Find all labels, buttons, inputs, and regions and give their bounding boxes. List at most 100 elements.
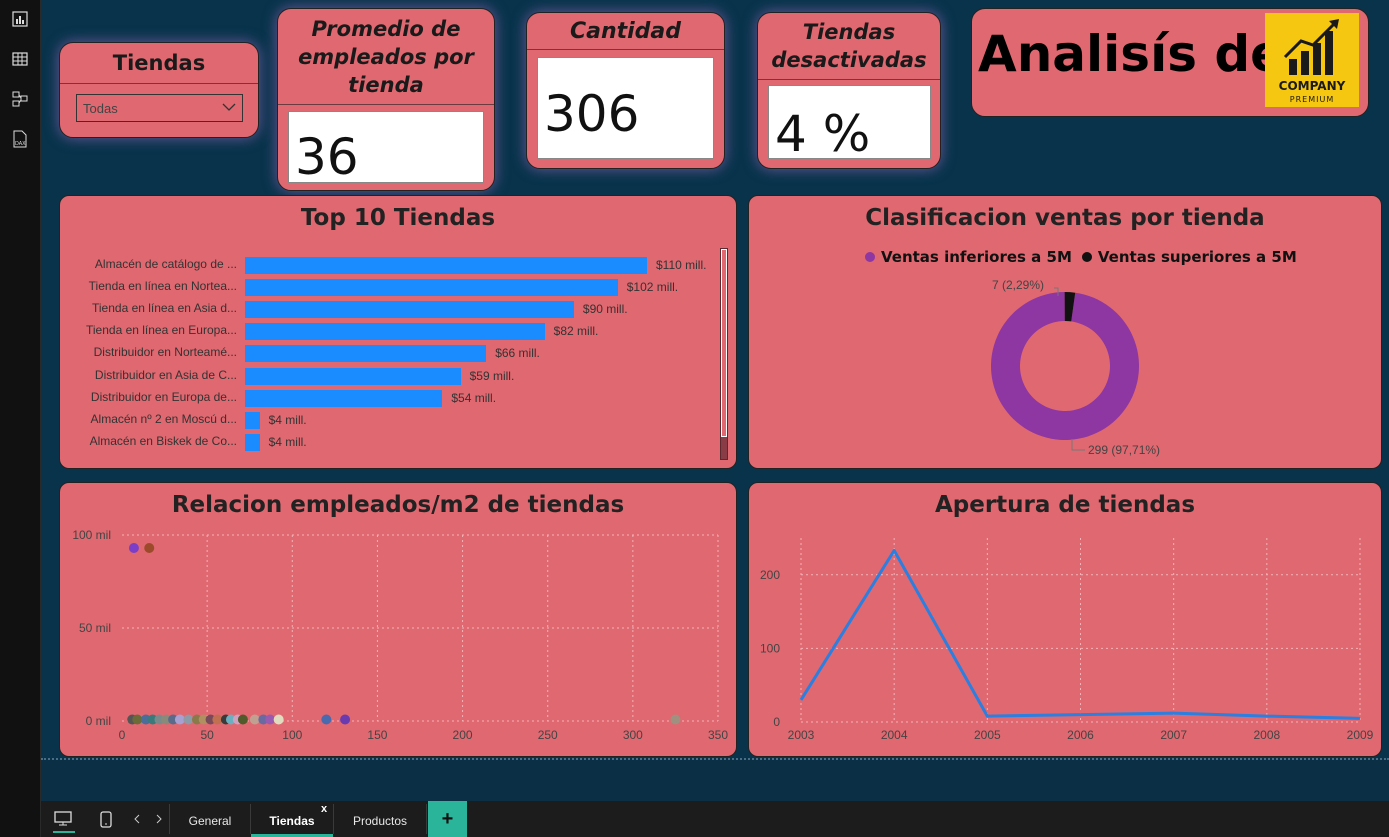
avg-employees-value: 36 — [288, 111, 484, 183]
header-card: Analisís de COMPANY PREMIUM — [971, 8, 1369, 117]
bar-label: Distribuidor en Norteamé... — [93, 345, 237, 360]
desktop-active-indicator — [53, 831, 75, 833]
y-tick-label: 0 mil — [86, 714, 111, 728]
page-tabs-bar: General Tiendas x Productos + — [41, 801, 1389, 837]
bar-value-label: $4 mill. — [268, 412, 307, 427]
bar[interactable] — [245, 279, 618, 297]
x-tick-label: 300 — [623, 728, 643, 742]
bar-value-label: $102 mill. — [626, 280, 679, 295]
bar[interactable] — [245, 345, 487, 363]
mobile-layout-icon[interactable] — [96, 801, 116, 837]
dax-query-icon[interactable]: DAX — [10, 129, 30, 149]
sales-classification-chart[interactable]: Clasificacion ventas por tienda Ventas i… — [748, 195, 1382, 469]
line-title: Apertura de tiendas — [934, 492, 1196, 518]
employees-area-scatter[interactable]: Relacion empleados/m2 de tiendas 0 50 100 1… — [59, 482, 737, 757]
x-tick-label: 0 — [119, 728, 126, 742]
report-view-icon[interactable] — [10, 9, 30, 29]
donut-slice-high[interactable] — [1064, 292, 1076, 322]
legend-dot-low — [865, 252, 875, 262]
scatter-point[interactable] — [670, 714, 681, 725]
legend-high: Ventas superiores a 5M — [1097, 248, 1297, 266]
view-rail: DAX — [0, 0, 41, 837]
bar[interactable] — [245, 301, 574, 319]
inactive-stores-title: Tiendas desactivadas — [771, 20, 927, 72]
y-tick-label: 50 mil — [79, 621, 111, 635]
store-filter-card: Tiendas Todas — [59, 42, 259, 138]
top10-scrollbar[interactable] — [720, 248, 728, 460]
scatter-point[interactable] — [237, 714, 248, 725]
bar-label: Almacén nº 2 en Moscú d... — [90, 411, 237, 426]
bar[interactable] — [245, 257, 647, 274]
donut-label-high: 7 (2,29%) — [992, 278, 1044, 292]
scatter-point[interactable] — [340, 714, 351, 725]
donut-slice-low[interactable] — [991, 292, 1139, 440]
scatter-point[interactable] — [212, 714, 223, 725]
store-count-title: Cantidad — [569, 19, 682, 44]
store-count-value: 306 — [537, 57, 714, 159]
bar-value-label: $110 mill. — [656, 258, 707, 272]
top10-stores-chart[interactable]: Top 10 Tiendas Almacén de catálogo de ..… — [59, 195, 737, 469]
scatter-point[interactable] — [128, 543, 139, 554]
bar[interactable] — [245, 433, 260, 451]
add-page-button[interactable]: + — [428, 801, 467, 837]
bar[interactable] — [245, 323, 545, 341]
x-tick-label: 2006 — [1067, 728, 1094, 742]
y-tick-label: 0 — [773, 715, 780, 729]
bar-label: Tienda en línea en Nortea... — [88, 279, 237, 294]
x-tick-label: 350 — [708, 728, 728, 742]
scatter-point[interactable] — [265, 714, 276, 725]
store-filter-title: Tiendas — [112, 51, 206, 75]
scatter-point[interactable] — [174, 714, 185, 725]
x-tick-label: 2003 — [788, 728, 815, 742]
scatter-point[interactable] — [249, 714, 260, 725]
donut-leader-high — [1054, 287, 1059, 296]
table-view-icon[interactable] — [10, 49, 30, 69]
x-tick-label: 200 — [453, 728, 473, 742]
desktop-layout-icon[interactable] — [49, 801, 77, 837]
model-view-icon[interactable] — [10, 89, 30, 109]
scatter-point[interactable] — [132, 714, 143, 725]
donut-legend: Ventas inferiores a 5M Ventas superiores… — [865, 248, 1297, 266]
bar-label: Almacén en Biskek de Co... — [89, 433, 237, 448]
svg-text:DAX: DAX — [15, 141, 26, 147]
donut-leader-low — [1071, 439, 1085, 451]
store-filter-dropdown[interactable]: Todas — [76, 94, 243, 122]
donut-plot: 7 (2,29%) 299 (97,71%) — [991, 278, 1160, 457]
tab-general[interactable]: General — [188, 814, 232, 828]
bar[interactable] — [245, 367, 461, 385]
inactive-stores-card: Tiendas desactivadas 4 % — [757, 12, 941, 169]
tab-productos[interactable]: Productos — [352, 814, 408, 828]
logo-text: COMPANY — [1278, 79, 1346, 93]
line-series[interactable] — [799, 549, 1361, 720]
bar-value-label: $54 mill. — [451, 390, 497, 405]
y-tick-label: 100 — [760, 641, 780, 655]
x-tick-label: 2004 — [881, 728, 908, 742]
x-tick-label: 2009 — [1347, 728, 1374, 742]
scatter-title: Relacion empleados/m2 de tiendas — [171, 492, 625, 518]
bar[interactable] — [245, 411, 260, 429]
store-filter-value: Todas — [83, 100, 118, 116]
scatter-plot: 0 50 100 150 200 250 300 350 100 mil 50 mil 0 mil — [72, 528, 728, 742]
bar-value-label: $90 mill. — [582, 302, 628, 317]
chevron-right-icon[interactable] — [153, 801, 165, 837]
inactive-stores-value: 4 % — [768, 85, 931, 159]
scrollbar-thumb[interactable] — [721, 249, 727, 437]
scatter-point[interactable] — [144, 543, 155, 554]
tab-tiendas[interactable]: Tiendas — [269, 814, 315, 828]
scatter-point[interactable] — [321, 714, 332, 725]
close-tab-icon[interactable]: x — [321, 803, 328, 815]
scatter-point[interactable] — [183, 714, 194, 725]
bar[interactable] — [245, 389, 443, 407]
y-tick-label: 100 mil — [72, 528, 111, 542]
chevron-left-icon[interactable] — [131, 801, 143, 837]
avg-employees-card: Promedio de empleados por tienda 36 — [277, 8, 495, 191]
canvas-boundary — [41, 758, 1389, 760]
x-tick-label: 2007 — [1160, 728, 1187, 742]
growth-chart-icon — [1283, 19, 1339, 75]
x-tick-label: 50 — [200, 728, 214, 742]
store-openings-chart[interactable]: Apertura de tiendas 2003 2004 2005 2006 2007… — [748, 482, 1382, 757]
bar-label: Distribuidor en Asia de C... — [94, 367, 237, 382]
scatter-point[interactable] — [273, 714, 284, 725]
bar-value-label: $82 mill. — [553, 324, 599, 339]
x-tick-label: 100 — [282, 728, 302, 742]
